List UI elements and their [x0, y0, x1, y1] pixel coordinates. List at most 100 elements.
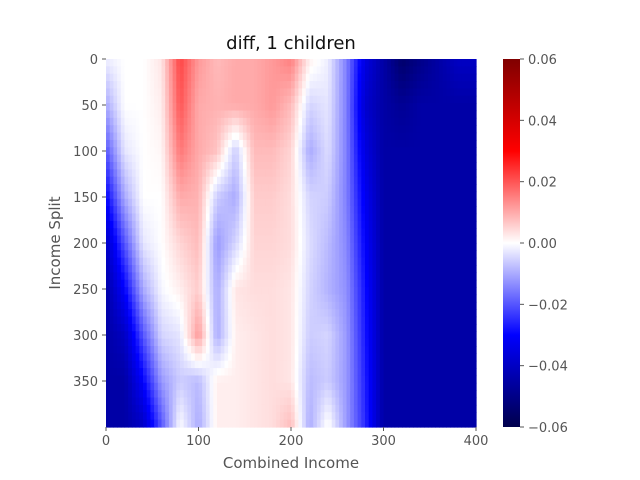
heatmap-cell: [361, 287, 366, 296]
heatmap-cell: [109, 382, 114, 391]
heatmap-cell: [265, 132, 270, 141]
heatmap-cell: [439, 66, 444, 75]
heatmap-cell: [302, 279, 307, 288]
heatmap-cell: [183, 213, 188, 222]
heatmap-cell: [272, 265, 277, 274]
heatmap-cell: [357, 360, 362, 369]
heatmap-cell: [305, 184, 311, 193]
heatmap-cell: [342, 125, 348, 134]
heatmap-cell: [420, 184, 425, 193]
heatmap-cell: [146, 59, 151, 67]
heatmap-cell: [402, 59, 407, 67]
heatmap-cell: [379, 228, 385, 237]
heatmap-cell: [402, 169, 407, 178]
heatmap-cell: [139, 191, 144, 200]
heatmap-cell: [228, 206, 233, 215]
heatmap-cell: [161, 338, 166, 347]
heatmap-cell: [150, 162, 155, 170]
heatmap-cell: [242, 147, 248, 156]
heatmap-cell: [205, 316, 211, 325]
heatmap-cell: [316, 95, 322, 104]
heatmap-cell: [154, 382, 159, 391]
heatmap-cell: [361, 206, 366, 215]
heatmap-cell: [283, 81, 288, 90]
heatmap-cell: [224, 59, 229, 67]
heatmap-cell: [106, 316, 111, 325]
heatmap-cell: [468, 353, 473, 362]
heatmap-cell: [202, 397, 207, 406]
heatmap-cell: [191, 103, 196, 112]
heatmap-cell: [157, 132, 163, 141]
heatmap-cell: [328, 353, 333, 362]
heatmap-cell: [124, 59, 129, 67]
heatmap-cell: [387, 250, 392, 259]
heatmap-cell: [361, 257, 366, 266]
heatmap-cell: [457, 272, 462, 281]
heatmap-cell: [117, 88, 122, 97]
heatmap-cell: [202, 323, 207, 332]
heatmap-cell: [346, 73, 351, 82]
heatmap-cell: [154, 250, 159, 259]
heatmap-cell: [424, 110, 429, 119]
heatmap-cell: [413, 419, 418, 428]
heatmap-cell: [172, 206, 177, 215]
heatmap-cell: [113, 301, 118, 310]
heatmap-cell: [394, 206, 399, 215]
heatmap-cell: [450, 228, 455, 237]
heatmap-cell: [394, 81, 399, 90]
heatmap-cell: [305, 235, 311, 244]
heatmap-cell: [427, 419, 433, 428]
heatmap-cell: [246, 250, 251, 259]
heatmap-cell: [342, 191, 348, 200]
heatmap-cell: [431, 265, 436, 274]
heatmap-cell: [291, 169, 296, 178]
heatmap-cell: [324, 228, 329, 237]
heatmap-cell: [461, 346, 466, 354]
heatmap-cell: [357, 397, 362, 406]
heatmap-cell: [398, 139, 403, 148]
heatmap-cell: [313, 95, 318, 104]
heatmap-cell: [235, 88, 240, 97]
heatmap-cell: [453, 382, 459, 391]
heatmap-cell: [176, 162, 181, 170]
heatmap-cell: [117, 73, 122, 82]
heatmap-cell: [257, 272, 262, 281]
heatmap-cell: [187, 368, 192, 377]
heatmap-cell: [161, 139, 166, 148]
heatmap-cell: [172, 95, 177, 104]
heatmap-cell: [224, 228, 229, 237]
heatmap-cell: [276, 154, 281, 163]
heatmap-cell: [457, 294, 462, 303]
heatmap-cell: [176, 117, 181, 126]
heatmap-cell: [187, 110, 192, 119]
heatmap-cell: [242, 243, 248, 251]
heatmap-cell: [261, 243, 266, 251]
heatmap-cell: [450, 147, 455, 156]
heatmap-cell: [139, 419, 144, 428]
heatmap-cell: [387, 346, 392, 354]
heatmap-cell: [146, 110, 151, 119]
heatmap-cell: [335, 73, 340, 82]
heatmap-cell: [117, 169, 122, 178]
heatmap-cell: [165, 294, 170, 303]
heatmap-cell: [124, 169, 129, 178]
heatmap-cell: [283, 59, 288, 67]
heatmap-cell: [413, 353, 418, 362]
heatmap-cell: [427, 110, 433, 119]
heatmap-cell: [109, 169, 114, 178]
heatmap-cell: [409, 176, 414, 185]
heatmap-cell: [457, 73, 462, 82]
heatmap-cell: [231, 66, 237, 75]
heatmap-cell: [205, 301, 211, 310]
heatmap-cell: [213, 294, 218, 303]
heatmap-cell: [165, 220, 170, 229]
heatmap-cell: [117, 220, 122, 229]
heatmap-cell: [372, 117, 377, 126]
heatmap-cell: [394, 272, 399, 281]
heatmap-cell: [294, 220, 299, 229]
heatmap-cell: [357, 257, 362, 266]
heatmap-cell: [146, 323, 151, 332]
heatmap-cell: [298, 250, 303, 259]
heatmap-cell: [194, 88, 200, 97]
heatmap-cell: [398, 382, 403, 391]
